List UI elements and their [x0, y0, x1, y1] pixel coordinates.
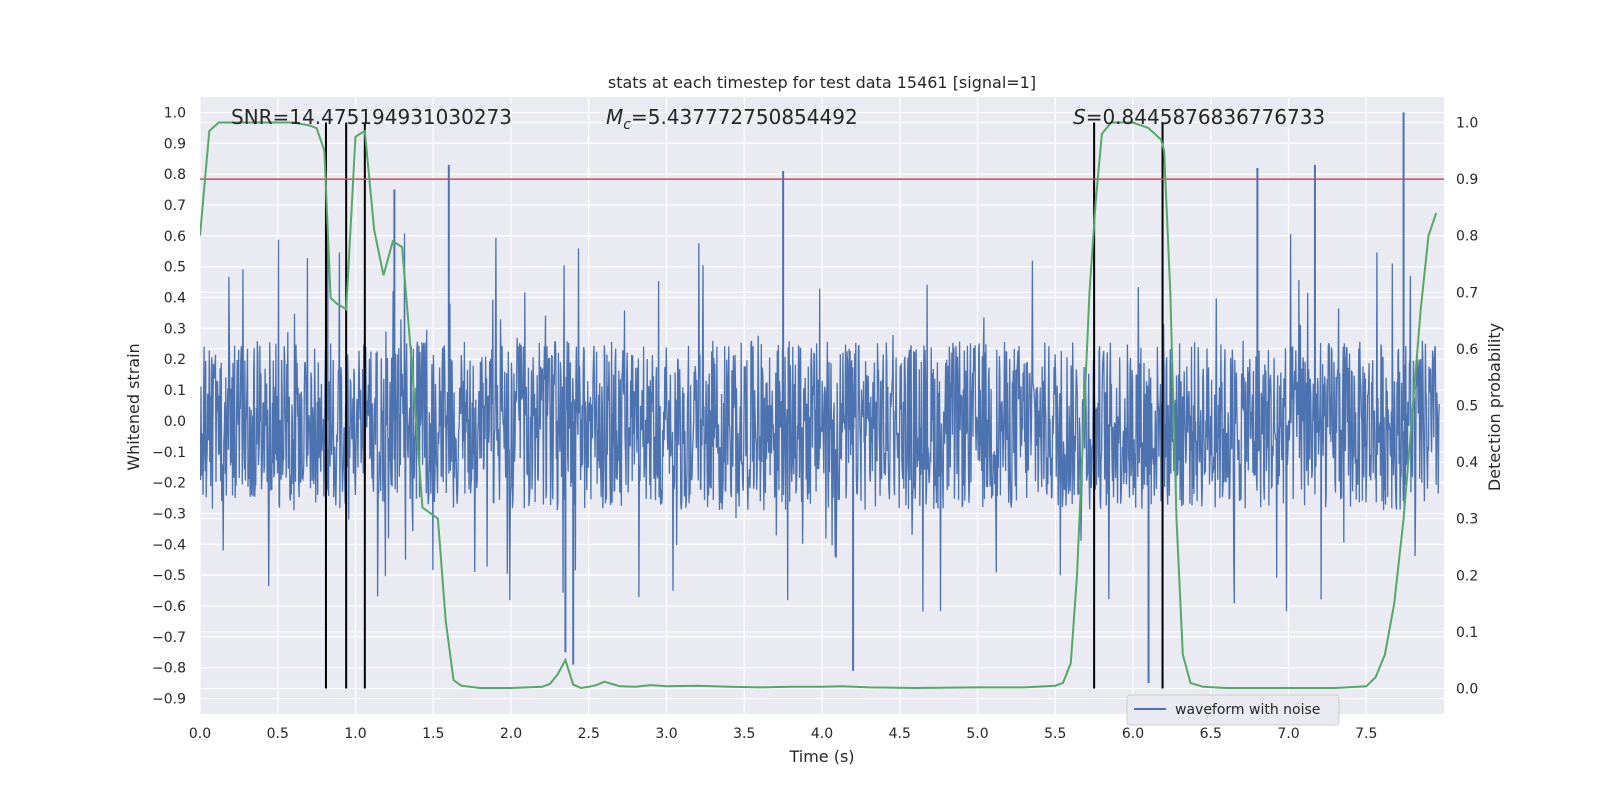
y2-tick-label: 0.0	[1456, 682, 1478, 698]
x-axis-ticks: 0.0 0.5 1.0 1.5 2.0 2.5 3.0 3.5 4.0 4.5 5.0 5.5 6.0 6…	[189, 726, 1378, 742]
x-tick-label: 1.5	[422, 726, 444, 742]
waveform-series	[200, 112, 1440, 684]
x-tick-label: 6.5	[1200, 726, 1222, 742]
y-tick-label: 0.2	[164, 352, 186, 368]
x-tick-label: 4.0	[811, 726, 833, 742]
y-tick-label: 0.9	[164, 136, 186, 152]
y-axis-label: Whitened strain	[124, 343, 143, 470]
legend-box	[1126, 694, 1340, 726]
y-tick-label: 0.1	[164, 383, 186, 399]
chirp-mass-symbol: M	[606, 105, 623, 129]
x-tick-label: 7.5	[1355, 726, 1377, 742]
y-tick-label: 0.4	[164, 291, 186, 307]
x-tick-label: 2.5	[578, 726, 600, 742]
s-value: =0.8445876836776733	[1086, 105, 1325, 129]
y-tick-label: −0.7	[152, 630, 186, 646]
snr-annotation: SNR=14.475194931030273	[231, 105, 512, 129]
y-tick-label: −0.3	[152, 506, 186, 522]
y-tick-label: −0.1	[152, 445, 186, 461]
x-tick-label: 0.0	[189, 726, 211, 742]
s-annotation: S=0.8445876836776733	[1073, 105, 1325, 129]
y2-tick-label: 0.3	[1456, 512, 1478, 528]
detection-probability-line	[200, 121, 1438, 690]
legend-label: waveform with noise	[1175, 702, 1320, 718]
chart-title: stats at each timestep for test data 154…	[608, 73, 1036, 92]
y-tick-label: −0.4	[152, 537, 186, 553]
y2-axis-ticks: 1.0 0.9 0.8 0.7 0.6 0.5 0.4 0.3 0.2 0.1 0.0	[1456, 115, 1478, 697]
y-tick-label: 0.3	[164, 321, 186, 337]
y2-axis-label: Detection probability	[1485, 323, 1504, 491]
y-tick-label: 0.8	[164, 167, 186, 183]
chirp-mass-value: =5.437772750854492	[631, 105, 858, 129]
probability-series	[200, 121, 1444, 690]
y-tick-label: −0.9	[152, 692, 186, 708]
y-axis-ticks: 1.0 0.9 0.8 0.7 0.6 0.5 0.4 0.3 0.2 0.1 0.0 −0.1 −0.…	[152, 105, 186, 707]
y-tick-label: 0.5	[164, 260, 186, 276]
x-tick-label: 3.0	[655, 726, 677, 742]
y-tick-label: 0.0	[164, 414, 186, 430]
x-tick-label: 7.0	[1277, 726, 1299, 742]
chirp-mass-subscript: c	[623, 117, 631, 133]
x-tick-label: 0.5	[267, 726, 289, 742]
y-tick-label: −0.6	[152, 599, 186, 615]
y2-tick-label: 0.6	[1456, 342, 1478, 358]
s-symbol: S	[1073, 105, 1086, 129]
x-tick-label: 6.0	[1122, 726, 1144, 742]
y2-tick-label: 0.5	[1456, 399, 1478, 415]
x-tick-label: 3.5	[733, 726, 755, 742]
y2-tick-label: 0.2	[1456, 568, 1478, 584]
y2-tick-label: 0.7	[1456, 285, 1478, 301]
x-tick-label: 5.5	[1044, 726, 1066, 742]
y-tick-label: −0.2	[152, 476, 186, 492]
y-tick-label: −0.5	[152, 568, 186, 584]
y-tick-label: 1.0	[164, 105, 186, 121]
y2-tick-label: 0.4	[1456, 455, 1478, 471]
y-tick-label: −0.8	[152, 661, 186, 677]
y-tick-label: 0.6	[164, 229, 186, 245]
waveform-line	[200, 233, 1440, 612]
y2-tick-label: 0.9	[1456, 172, 1478, 188]
event-markers	[324, 122, 1164, 689]
x-tick-label: 1.0	[344, 726, 366, 742]
x-tick-label: 4.5	[889, 726, 911, 742]
chirp-mass-annotation: Mc=5.437772750854492	[606, 105, 858, 133]
x-tick-label: 5.0	[966, 726, 988, 742]
y2-tick-label: 0.8	[1456, 229, 1478, 245]
x-axis-label: Time (s)	[788, 747, 854, 766]
legend: waveform with noise	[1126, 694, 1340, 726]
y-tick-label: 0.7	[164, 198, 186, 214]
y2-tick-label: 0.1	[1456, 625, 1478, 641]
y2-tick-label: 1.0	[1456, 115, 1478, 131]
x-tick-label: 2.0	[500, 726, 522, 742]
